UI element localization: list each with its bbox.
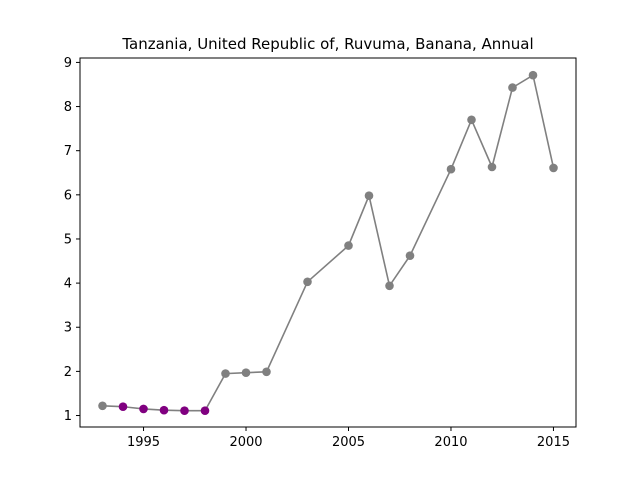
data-point <box>528 70 538 80</box>
data-point <box>200 406 210 416</box>
data-point <box>344 241 353 250</box>
data-point <box>159 405 169 415</box>
data-point <box>98 401 107 411</box>
x-tick-label: 2000 <box>229 435 262 450</box>
y-tick-label: 5 <box>64 232 72 247</box>
x-tick-label: 2010 <box>434 435 467 450</box>
y-tick-label: 3 <box>64 321 72 336</box>
data-point <box>364 191 374 200</box>
data-point <box>549 163 558 173</box>
x-tick-label: 2015 <box>537 435 570 450</box>
data-point <box>508 83 517 92</box>
data-point <box>241 368 251 378</box>
y-tick-label: 8 <box>64 100 72 115</box>
data-point <box>139 404 148 414</box>
data-point <box>118 402 128 412</box>
data-point <box>467 115 476 125</box>
x-tick-label: 1995 <box>127 435 160 450</box>
y-tick-label: 7 <box>64 144 72 159</box>
axis-ticks: 1995 2000 2005 2010 2015 1 2 3 4 5 6 7 8 9 <box>64 56 570 450</box>
x-tick-label: 2005 <box>332 435 365 450</box>
y-tick-label: 6 <box>64 188 72 203</box>
data-point <box>487 162 497 172</box>
data-point <box>405 251 415 260</box>
y-tick-label: 2 <box>64 365 72 380</box>
data-point <box>385 281 394 291</box>
chart-title: Tanzania, United Republic of, Ruvuma, Ba… <box>121 35 533 53</box>
data-point <box>262 367 271 377</box>
y-tick-label: 1 <box>64 409 72 424</box>
y-tick-label: 9 <box>64 56 72 71</box>
data-point <box>446 164 456 174</box>
y-tick-label: 4 <box>64 277 72 292</box>
data-point <box>221 369 230 378</box>
data-points <box>98 70 558 416</box>
data-point <box>303 277 312 287</box>
plot-area-frame <box>79 57 577 428</box>
data-point <box>180 406 189 416</box>
